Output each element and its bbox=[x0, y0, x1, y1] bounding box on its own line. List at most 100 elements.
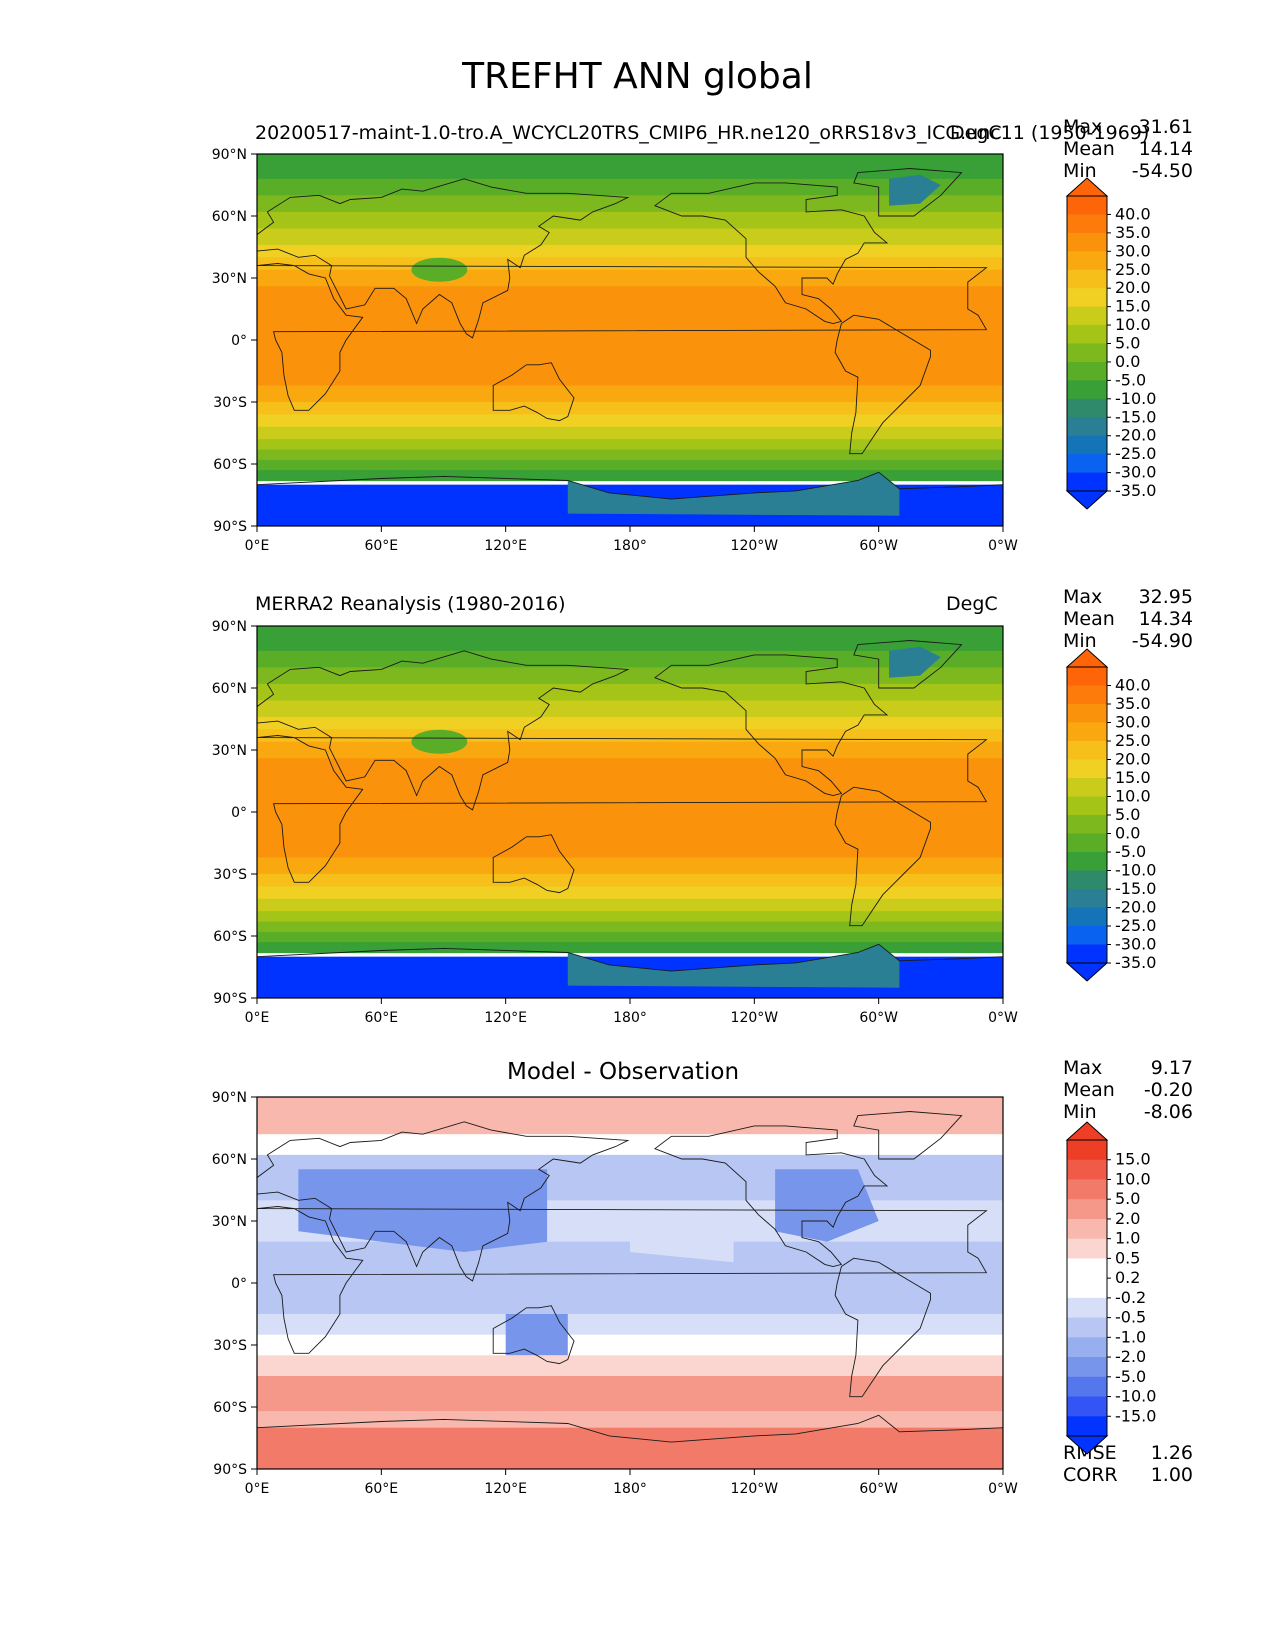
colorbar-tick-label: -20.0 bbox=[1115, 426, 1156, 445]
coastline bbox=[853, 1111, 963, 1160]
x-tick-label: 0°W bbox=[988, 1010, 1018, 1026]
contour-band bbox=[257, 269, 1003, 287]
stat-row: Min -54.90 bbox=[1063, 630, 1193, 652]
y-tick-label: 30°S bbox=[213, 395, 247, 411]
contour-band bbox=[257, 154, 1003, 180]
stat-label: CORR bbox=[1063, 1464, 1118, 1486]
contour-band bbox=[257, 1334, 1003, 1356]
greenland-cold-region bbox=[889, 174, 941, 206]
colorbar-segment bbox=[1067, 741, 1107, 760]
contour-band bbox=[257, 667, 1003, 685]
x-tick-label: 0°E bbox=[245, 538, 270, 554]
y-tick-label: 60°S bbox=[213, 457, 247, 473]
colorbar-tick-label: 10.0 bbox=[1115, 787, 1151, 806]
stat-value: -0.20 bbox=[1143, 1079, 1193, 1101]
colorbar-tick-label: 5.0 bbox=[1115, 1189, 1140, 1208]
contour-band bbox=[257, 857, 1003, 875]
stat-value: 31.61 bbox=[1138, 116, 1193, 138]
colorbar-tick-label: 30.0 bbox=[1115, 713, 1151, 732]
colorbar-3: 15.010.05.02.01.00.50.2-0.2-0.5-1.0-2.0-… bbox=[1065, 1121, 1156, 1455]
colorbar-segment bbox=[1067, 435, 1107, 455]
coastline bbox=[653, 1125, 889, 1267]
colorbar-tick-label: 20.0 bbox=[1115, 750, 1151, 769]
colorbar-tick-label: 30.0 bbox=[1115, 241, 1151, 260]
colorbar-tick-label: 15.0 bbox=[1115, 297, 1151, 316]
colorbar-tick-label: -10.0 bbox=[1115, 861, 1156, 880]
x-tick-label: 120°W bbox=[731, 538, 779, 554]
y-tick-label: 60°N bbox=[212, 681, 247, 697]
x-tick-label: 60°E bbox=[364, 538, 398, 554]
y-tick-label: 90°N bbox=[212, 147, 247, 163]
colorbar-segment bbox=[1067, 889, 1107, 908]
colorbar-tick-label: -30.0 bbox=[1115, 935, 1156, 954]
colorbar-segment bbox=[1067, 1199, 1107, 1220]
stat-row: Min -8.06 bbox=[1063, 1101, 1193, 1123]
contour-band bbox=[257, 1314, 1003, 1336]
coastline bbox=[492, 362, 575, 422]
stat-row: RMSE 1.26 bbox=[1063, 1442, 1193, 1464]
stat-label: Max bbox=[1063, 586, 1103, 608]
x-tick-label: 180° bbox=[613, 538, 647, 554]
coastline bbox=[257, 735, 988, 883]
contour-band bbox=[257, 244, 1003, 258]
greenland-cold-region bbox=[889, 646, 941, 678]
coastline bbox=[853, 640, 963, 689]
colorbar-segment bbox=[1067, 833, 1107, 853]
colorbar-tick-label: 40.0 bbox=[1115, 204, 1151, 223]
colorbar-tick-label: -15.0 bbox=[1115, 407, 1156, 426]
contour-band bbox=[257, 931, 1003, 943]
contour-band bbox=[257, 700, 1003, 718]
x-tick-label: 180° bbox=[613, 1481, 647, 1497]
colorbar-segment bbox=[1067, 251, 1107, 271]
map-panel-3: 90°N 60°N 30°N 0° 30°S 60°S 90°S 0°E 60°E 120°E 18… bbox=[212, 1090, 1018, 1497]
contour-band bbox=[257, 1097, 1003, 1135]
contour-band bbox=[257, 758, 1003, 859]
x-tick-label: 0°W bbox=[988, 538, 1018, 554]
x-tick-label: 120°E bbox=[484, 1010, 527, 1026]
x-tick-label: 180° bbox=[613, 1010, 647, 1026]
colorbar-segment bbox=[1067, 815, 1107, 834]
coastline bbox=[853, 168, 963, 217]
y-tick-label: 60°N bbox=[212, 1152, 247, 1168]
colorbar-segment bbox=[1067, 288, 1107, 308]
colorbar-tick-label: 15.0 bbox=[1115, 1150, 1151, 1169]
colorbar-segment bbox=[1067, 1258, 1107, 1279]
colorbar-tick-label: 20.0 bbox=[1115, 278, 1151, 297]
tibetan-plateau-region bbox=[411, 257, 468, 282]
stat-row: Mean 14.14 bbox=[1063, 138, 1193, 160]
figure-title: TREFHT ANN global bbox=[462, 56, 813, 97]
colorbar-tick-label: -5.0 bbox=[1115, 370, 1146, 389]
negative-anomaly-region bbox=[775, 1169, 879, 1242]
colorbar-segment bbox=[1067, 454, 1107, 474]
y-tick-label: 90°S bbox=[213, 991, 247, 1007]
y-tick-label: 30°S bbox=[213, 1338, 247, 1354]
coastline bbox=[653, 654, 889, 796]
colorbar-tick-label: 15.0 bbox=[1115, 768, 1151, 787]
colorbar-tick-label: 25.0 bbox=[1115, 260, 1151, 279]
stat-label: Mean bbox=[1063, 608, 1115, 630]
colorbar-segment bbox=[1067, 1278, 1107, 1299]
colorbar-tick-label: 0.5 bbox=[1115, 1248, 1140, 1267]
stat-value: 14.34 bbox=[1138, 608, 1193, 630]
y-tick-label: 30°N bbox=[212, 271, 247, 287]
stat-value: -54.90 bbox=[1131, 630, 1193, 652]
colorbar-tick-label: -25.0 bbox=[1115, 444, 1156, 463]
contour-band bbox=[257, 257, 1003, 271]
colorbar-tick-label: 0.0 bbox=[1115, 824, 1140, 843]
map-field bbox=[257, 1097, 1003, 1469]
contour-band bbox=[257, 729, 1003, 743]
panel-difference-error-stats: RMSE 1.26 CORR 1.00 bbox=[1063, 1442, 1193, 1486]
stat-row: Mean 14.34 bbox=[1063, 608, 1193, 630]
colorbar-tick-label: -30.0 bbox=[1115, 463, 1156, 482]
colorbar-segment bbox=[1067, 759, 1107, 779]
stat-label: Max bbox=[1063, 1057, 1103, 1079]
contour-band bbox=[257, 228, 1003, 246]
contour-band bbox=[257, 942, 1003, 954]
stat-label: Mean bbox=[1063, 1079, 1115, 1101]
colorbar-tick-label: 5.0 bbox=[1115, 334, 1140, 353]
contour-band bbox=[257, 886, 1003, 900]
coastline bbox=[653, 182, 889, 324]
contour-band bbox=[257, 459, 1003, 471]
colorbar-tick-label: -10.0 bbox=[1115, 389, 1156, 408]
colorbar-segment bbox=[1067, 269, 1107, 289]
